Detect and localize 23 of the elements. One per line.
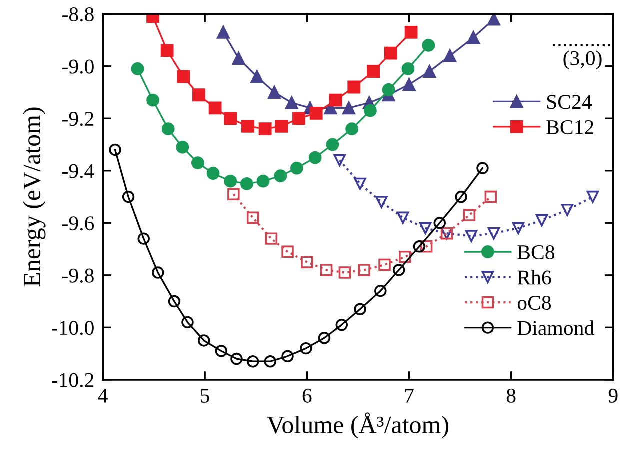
- x-tick-label: 4: [98, 389, 108, 403]
- x-tick-label: 9: [608, 388, 618, 403]
- y-tick-label: -9.4: [62, 164, 94, 178]
- y-tick-label: -9.2: [62, 112, 94, 126]
- y-tick-label: -9.0: [62, 60, 94, 74]
- y-tick-label: -8.8: [62, 7, 94, 22]
- y-axis-title: Energy (eV/atom): [23, 108, 46, 287]
- legend-label: Rh6: [518, 270, 552, 285]
- legend-label: BC8: [518, 245, 555, 260]
- y-tick-label: -9.8: [62, 268, 94, 283]
- legend-label: Diamond: [518, 320, 594, 336]
- x-tick-label: 6: [302, 388, 312, 403]
- legend-label: BC12: [546, 120, 594, 134]
- annotation: (3,0): [564, 50, 602, 70]
- legend-label: oC8: [518, 296, 552, 310]
- x-tick-label: 7: [405, 389, 414, 403]
- y-tick-label: -9.6: [62, 216, 94, 231]
- x-axis-title: Volume (Å³/atom): [267, 412, 448, 439]
- x-tick-label: 8: [506, 388, 516, 403]
- y-tick-label: -10.0: [52, 321, 94, 336]
- y-tick-label: -10.2: [52, 373, 94, 388]
- x-tick-label: 5: [201, 389, 210, 403]
- legend-label: SC24: [547, 95, 592, 110]
